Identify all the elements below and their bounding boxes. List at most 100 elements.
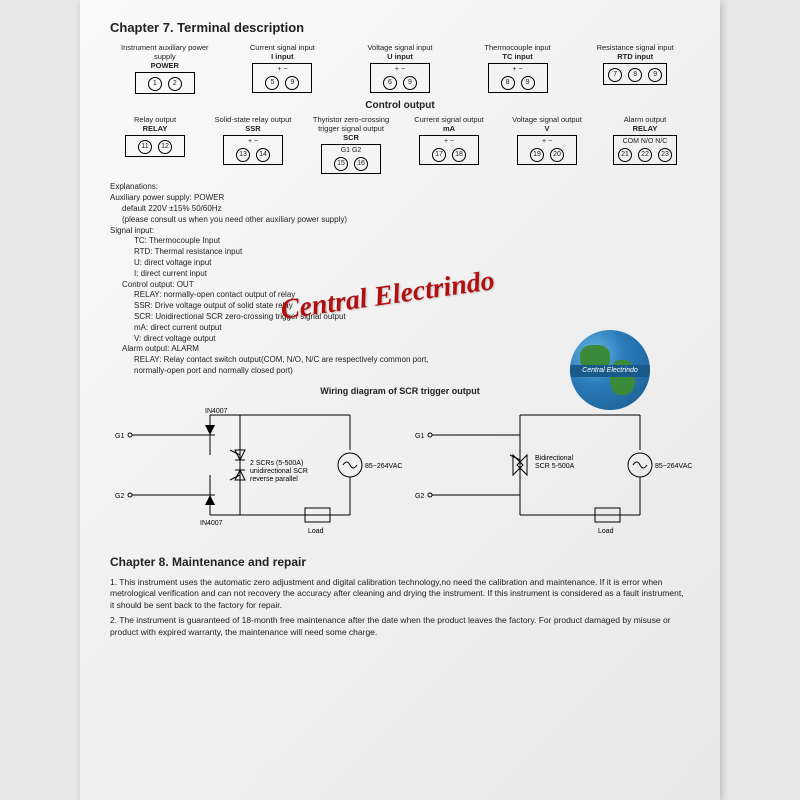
wiring-diagrams: G1 G2 IN4007 IN4007 [110, 405, 690, 545]
g1-label: G1 [115, 433, 124, 440]
terminal-pin: 19 [530, 148, 544, 162]
terminal-pin: 1 [148, 77, 162, 91]
pin-polarity: + − [424, 138, 474, 146]
control-output-title: Control output [110, 100, 690, 111]
chapter8-section: Chapter 8. Maintenance and repair 1. Thi… [110, 555, 690, 638]
explanations-header: Explanations: [110, 182, 690, 193]
globe-banner-text: Central Electrindo [570, 365, 650, 377]
terminal-pin: 23 [658, 148, 672, 162]
explanation-line: TC: Thermocouple Input [134, 236, 690, 247]
terminal-type: SSR [208, 124, 298, 133]
terminal-label: Thermocouple input [463, 43, 573, 52]
scr-diagram-left: G1 G2 IN4007 IN4007 [110, 405, 390, 545]
terminal-pin: 14 [256, 148, 270, 162]
explanation-line: SSR: Drive voltage output of solid state… [134, 301, 690, 312]
terminal-pin: 18 [452, 148, 466, 162]
terminal-pin: 11 [138, 140, 152, 154]
terminal-label: Voltage signal output [502, 115, 592, 124]
terminal-block: Alarm outputRELAY COM N/O N/C 21 22 23 [600, 115, 690, 174]
explanation-line: RTD: Thermal resistance input [134, 247, 690, 258]
terminal-pin: 2 [168, 77, 182, 91]
diode1-label: IN4007 [205, 408, 228, 415]
pin-polarity: COM N/O N/C [618, 138, 672, 146]
terminal-pin: 5 [265, 76, 279, 90]
explanation-line: Auxiliary power supply: POWER [110, 193, 690, 204]
diode2-label: IN4007 [200, 520, 223, 527]
terminal-box: + − 89 [488, 63, 548, 93]
terminal-pin: 9 [285, 76, 299, 90]
terminal-box: COM N/O N/C 21 22 23 [613, 135, 677, 165]
terminal-box: 12 [135, 72, 195, 94]
terminal-label: Alarm output [600, 115, 690, 124]
pin-polarity: + − [375, 66, 425, 74]
explanation-line: SCR: Unidirectional SCR zero-crossing tr… [134, 312, 690, 323]
terminal-pin: 8 [628, 68, 642, 82]
terminal-pin: 9 [521, 76, 535, 90]
terminal-box: + − 59 [252, 63, 312, 93]
terminal-type: I input [228, 52, 338, 61]
g2-label: G2 [115, 493, 124, 500]
terminal-label: Resistance signal input [580, 43, 690, 52]
load-label-right: Load [598, 528, 614, 535]
terminal-box: G1 G21516 [321, 144, 381, 174]
scr-note-left: 2 SCRs (5-500A) unidirectional SCR rever… [250, 460, 310, 483]
terminal-pin: 7 [608, 68, 622, 82]
terminal-label: Voltage signal input [345, 43, 455, 52]
chapter8-item1: 1. This instrument uses the automatic ze… [110, 577, 690, 611]
g1-label-r: G1 [415, 433, 424, 440]
ac-label-right: 85~264VAC [655, 463, 692, 470]
terminal-row-1: Instrument auxiliary power supplyPOWER12… [110, 43, 690, 94]
terminal-box: + −1920 [517, 135, 577, 165]
ac-label-left: 85~264VAC [365, 463, 402, 470]
explanation-line: U: direct voltage input [134, 258, 690, 269]
explanation-line: default 220V ±15% 50/60Hz [122, 204, 690, 215]
chapter8-title: Chapter 8. Maintenance and repair [110, 555, 690, 569]
terminal-box: 789 [603, 63, 667, 85]
scr-note-right: Bidirectional SCR 5-500A [535, 455, 575, 470]
terminal-label: Current signal input [228, 43, 338, 52]
terminal-type: V [502, 124, 592, 133]
terminal-block: Voltage signal inputU input+ −69 [345, 43, 455, 94]
explanation-line: I: direct current input [134, 269, 690, 280]
terminal-type: RELAY [110, 124, 200, 133]
terminal-type: TC input [463, 52, 573, 61]
g2-label-r: G2 [415, 493, 424, 500]
scr-diagram-right: G1 G2 Bidirectional SCR 5-500A [410, 405, 690, 545]
terminal-pin: 21 [618, 148, 632, 162]
pin-polarity: + − [228, 138, 278, 146]
explanation-line: RELAY: normally-open contact output of r… [134, 290, 690, 301]
terminal-label: Thyristor zero-crossing trigger signal o… [306, 115, 396, 133]
terminal-row-2: Relay outputRELAY1112Solid-state relay o… [110, 115, 690, 174]
terminal-box: + − 69 [370, 63, 430, 93]
terminal-block: Resistance signal inputRTD input789 [580, 43, 690, 94]
chapter8-item2: 2. The instrument is guaranteed of 18-mo… [110, 615, 690, 638]
terminal-pin: 6 [383, 76, 397, 90]
terminal-block: Current signal inputI input + − 59 [228, 43, 338, 94]
terminal-pin: 17 [432, 148, 446, 162]
terminal-label: Relay output [110, 115, 200, 124]
terminal-pin: 9 [648, 68, 662, 82]
pin-polarity: G1 G2 [326, 147, 376, 155]
pin-polarity: + − [522, 138, 572, 146]
terminal-block: Instrument auxiliary power supplyPOWER12 [110, 43, 220, 94]
terminal-pin: 8 [501, 76, 515, 90]
terminal-block: Current signal outputmA + − 17 18 [404, 115, 494, 174]
terminal-pin: 9 [403, 76, 417, 90]
terminal-pin: 12 [158, 140, 172, 154]
terminal-type: SCR [306, 133, 396, 142]
globe-logo: Central Electrindo [570, 330, 650, 410]
terminal-type: mA [404, 124, 494, 133]
terminal-label: Current signal output [404, 115, 494, 124]
terminal-block: Voltage signal outputV+ −1920 [502, 115, 592, 174]
terminal-type: RELAY [600, 124, 690, 133]
explanation-line: (please consult us when you need other a… [122, 215, 690, 226]
chapter7-title: Chapter 7. Terminal description [110, 20, 690, 35]
terminal-box: + −1314 [223, 135, 283, 165]
terminal-box: + − 17 18 [419, 135, 479, 165]
terminal-pin: 22 [638, 148, 652, 162]
pin-polarity: + − [257, 66, 307, 74]
terminal-label: Instrument auxiliary power supply [110, 43, 220, 61]
pin-polarity: + − [493, 66, 543, 74]
explanation-line: Control output: OUT [122, 280, 690, 291]
load-label-left: Load [308, 528, 324, 535]
